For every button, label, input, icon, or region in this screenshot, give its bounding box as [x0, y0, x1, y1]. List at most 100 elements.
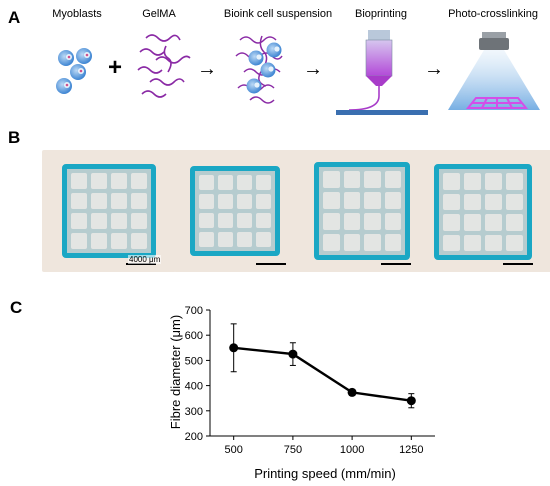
grid-pore	[464, 214, 481, 231]
data-point	[288, 349, 298, 359]
data-point	[347, 387, 357, 397]
bioprinter-syringe-icon	[336, 30, 428, 115]
printed-grid	[190, 166, 280, 256]
step-label-photo-crosslinking: Photo-crosslinking	[448, 8, 538, 20]
arrow-3: →	[424, 58, 444, 80]
x-axis-label: Printing speed (mm/min)	[254, 466, 396, 481]
x-tick-label: 750	[284, 444, 302, 456]
grid-pore	[71, 233, 87, 249]
scaffold-photo-2	[174, 150, 308, 272]
grid-pore	[237, 194, 252, 209]
grid-pore	[237, 213, 252, 228]
grid-pore	[443, 234, 460, 251]
grid-pore	[364, 171, 381, 188]
grid-pore	[111, 213, 127, 229]
grid-pore	[218, 175, 233, 190]
grid-pore	[364, 213, 381, 230]
grid-pore	[384, 171, 401, 188]
grid-pore	[256, 175, 271, 190]
uv-lamp-icon	[448, 32, 540, 110]
grid-pore	[91, 233, 107, 249]
grid-pore	[485, 214, 502, 231]
myoblast-cells-icon	[56, 48, 92, 94]
grid-pore	[111, 173, 127, 189]
grid-pore	[343, 213, 360, 230]
grid-pore	[343, 171, 360, 188]
grid-pore	[323, 234, 340, 251]
printed-grid	[434, 164, 532, 260]
y-tick-label: 600	[185, 330, 203, 342]
scaffold-photo-4	[420, 150, 550, 272]
grid-pore	[506, 173, 523, 190]
panel-c-letter: C	[10, 298, 23, 317]
fibre-diameter-chart: 200 300 400 500 600 700 500 750 1000 1250 Printin…	[168, 305, 435, 481]
grid-pore	[506, 193, 523, 210]
grid-pore	[384, 213, 401, 230]
panel-a-letter: A	[8, 8, 21, 27]
y-tick-label: 200	[185, 431, 203, 443]
step-label-myoblasts: Myoblasts	[52, 8, 102, 20]
grid-pore	[131, 233, 147, 249]
grid-pore	[443, 214, 460, 231]
arrow-1: →	[197, 58, 217, 80]
grid-pore	[71, 213, 87, 229]
y-tick-label: 700	[185, 305, 203, 317]
step-label-bioink: Bioink cell suspension	[223, 8, 333, 20]
grid-pore	[237, 232, 252, 247]
grid-pore	[443, 193, 460, 210]
grid-pore	[464, 234, 481, 251]
scale-bar-3	[381, 263, 411, 265]
grid-pore	[506, 214, 523, 231]
grid-pore	[131, 213, 147, 229]
grid-pore	[237, 175, 252, 190]
grid-pore	[131, 193, 147, 209]
grid-pore	[91, 173, 107, 189]
scale-bar-label: 4000 μm	[128, 255, 162, 264]
grid-pore	[71, 173, 87, 189]
grid-pore	[485, 173, 502, 190]
grid-pore	[384, 192, 401, 209]
grid-pore	[199, 175, 214, 190]
y-tick-label: 500	[185, 355, 203, 367]
grid-pore	[323, 171, 340, 188]
grid-pore	[71, 193, 87, 209]
grid-pore	[111, 193, 127, 209]
grid-pore	[256, 213, 271, 228]
grid-pore	[218, 232, 233, 247]
x-tick-label: 1250	[399, 444, 423, 456]
scale-bar-2	[256, 263, 286, 265]
grid-pore	[199, 194, 214, 209]
grid-pore	[364, 192, 381, 209]
grid-pore	[464, 193, 481, 210]
grid-pore	[111, 233, 127, 249]
printed-grid	[314, 162, 410, 260]
scale-bar-4	[503, 263, 533, 265]
grid-pore	[91, 193, 107, 209]
grid-pore	[485, 234, 502, 251]
grid-pore	[91, 213, 107, 229]
data-point	[406, 396, 416, 406]
step-label-bioprinting: Bioprinting	[355, 8, 407, 20]
grid-pore	[199, 232, 214, 247]
x-tick-label: 1000	[340, 444, 364, 456]
arrow-2: →	[303, 58, 323, 80]
gelma-strands-icon	[137, 34, 191, 98]
x-tick-label: 500	[225, 444, 243, 456]
y-axis-label: Fibre diameter (μm)	[168, 315, 183, 429]
scaffold-photo-1	[42, 150, 176, 272]
panel-a-illustrations	[56, 30, 540, 115]
step-label-gelma: GelMA	[142, 8, 176, 20]
y-tick-label: 300	[185, 406, 203, 418]
grid-pore	[364, 234, 381, 251]
bioink-suspension-icon	[235, 35, 283, 104]
grid-pore	[218, 194, 233, 209]
grid-pore	[343, 192, 360, 209]
grid-pore	[199, 213, 214, 228]
grid-pore	[323, 213, 340, 230]
grid-pore	[384, 234, 401, 251]
grid-pore	[218, 213, 233, 228]
grid-pore	[506, 234, 523, 251]
scaffold-photo-3	[298, 150, 432, 272]
plus-sign: +	[108, 54, 123, 81]
grid-pore	[464, 173, 481, 190]
